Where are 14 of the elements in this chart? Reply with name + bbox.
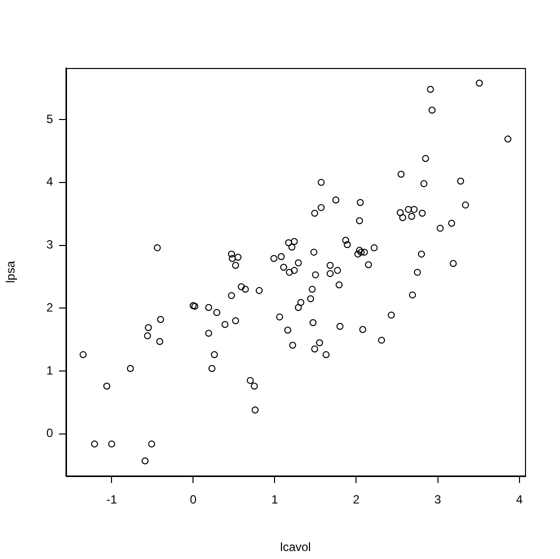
y-tick-label: 4	[46, 174, 54, 189]
y-axis-title: lpsa	[4, 260, 18, 284]
x-tick-label: 3	[434, 492, 442, 507]
x-axis-title: lcavol	[280, 540, 311, 554]
x-tick-label: 1	[271, 492, 278, 507]
y-tick-label: 1	[46, 363, 54, 378]
x-tick-label: -1	[106, 492, 118, 507]
x-tick-label: 0	[190, 492, 197, 507]
x-tick-label: 2	[352, 492, 360, 507]
y-tick-label: 0	[46, 426, 54, 440]
y-tick-label: 5	[46, 112, 54, 126]
y-tick-label: 2	[46, 300, 54, 314]
x-tick-label: 4	[516, 492, 523, 507]
y-tick-label: 3	[46, 238, 54, 252]
